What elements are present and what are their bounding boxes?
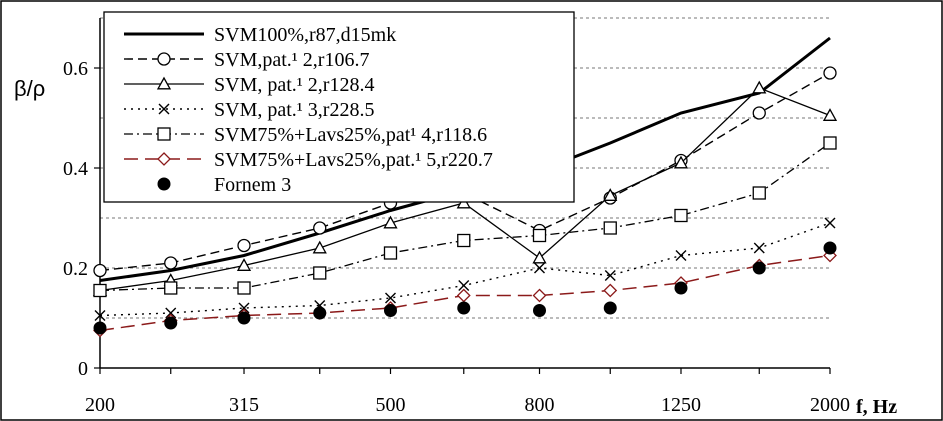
data-point: [165, 307, 177, 319]
x-tick-label: 2000: [810, 394, 850, 416]
data-point: [237, 281, 251, 295]
data-point: [603, 283, 618, 298]
data-point: [675, 250, 687, 261]
data-point: [822, 108, 838, 121]
data-point: [532, 288, 547, 303]
y-tick-label: 0: [78, 358, 88, 380]
x-tick-label: 500: [375, 394, 405, 416]
data-point: [534, 262, 545, 274]
series-7: [93, 241, 837, 335]
x-tick-label: 800: [525, 394, 555, 416]
data-point: [312, 240, 327, 254]
data-point: [157, 177, 171, 191]
legend-label: SVM100%,r87,d15mk: [214, 24, 396, 46]
data-point: [674, 208, 688, 223]
data-point: [157, 152, 171, 166]
legend-item: SVM100%,r87,d15mk: [124, 24, 396, 46]
legend-label: SVM75%+Lavs25%,pat.¹ 5,r220.7: [214, 149, 493, 171]
data-point: [457, 301, 471, 315]
data-point: [313, 306, 327, 320]
series-5: [93, 136, 837, 298]
data-point: [238, 302, 250, 314]
x-tick-label: 200: [85, 394, 115, 416]
data-point: [532, 250, 547, 264]
data-point: [164, 316, 178, 330]
data-point: [823, 136, 837, 150]
series-line: [99, 72, 831, 272]
data-point: [823, 241, 837, 255]
data-point: [458, 280, 470, 291]
series-group: [92, 36, 838, 338]
legend-label: SVM75%+Lavs25%,pat¹ 4,r118.6: [214, 124, 487, 146]
data-point: [674, 281, 688, 295]
legend-item: Fornem 3: [157, 174, 291, 196]
y-tick-label: 0.2: [63, 258, 88, 280]
y-tick-label: 0.6: [63, 58, 88, 80]
legend-box: [103, 11, 575, 203]
data-point: [158, 103, 170, 115]
data-point: [673, 155, 689, 169]
axes: 0 0.2 0.4 0.6 200 315 500 800 1250 2000: [63, 18, 850, 416]
data-point: [823, 66, 837, 80]
data-point: [603, 301, 617, 315]
data-point: [236, 258, 252, 271]
data-point: [752, 80, 767, 94]
data-point: [93, 283, 107, 298]
data-point: [752, 106, 766, 120]
x-axis-label: f, Hz: [856, 396, 897, 418]
legend-item: SVM, pat.¹ 2,r128.4: [124, 74, 374, 96]
data-point: [313, 266, 327, 280]
x-tick-label: 1250: [661, 394, 701, 416]
legend-item: SVM75%+Lavs25%,pat.¹ 5,r220.7: [124, 149, 493, 171]
data-point: [383, 215, 398, 229]
data-point: [94, 310, 106, 321]
data-point: [752, 261, 766, 275]
data-point: [93, 321, 107, 335]
legend: SVM100%,r87,d15mk SVM,pat.¹ 2,r106.7 SVM, …: [103, 11, 575, 203]
legend-item: SVM, pat.¹ 3,r228.5: [124, 99, 374, 121]
data-point: [164, 256, 178, 270]
data-point: [164, 281, 178, 295]
data-point: [533, 304, 547, 317]
data-point: [753, 242, 765, 254]
y-axis-label: β/ρ: [14, 76, 45, 101]
data-point: [237, 238, 251, 253]
data-point: [383, 246, 398, 260]
legend-item: SVM75%+Lavs25%,pat¹ 4,r118.6: [124, 124, 487, 146]
data-point: [603, 188, 618, 201]
series-4: [94, 217, 836, 321]
data-point: [532, 228, 547, 243]
data-point: [157, 52, 171, 66]
data-point: [457, 233, 471, 248]
data-point: [752, 186, 766, 200]
data-point: [604, 270, 616, 281]
data-point: [385, 292, 396, 304]
legend-label: SVM, pat.¹ 3,r228.5: [214, 99, 374, 121]
x-tick-label: 315: [229, 394, 259, 416]
legend-item: SVM,pat.¹ 2,r106.7: [124, 49, 369, 71]
data-point: [603, 221, 617, 235]
y-tick-label: 0.4: [63, 158, 88, 180]
legend-label: Fornem 3: [214, 174, 291, 196]
data-point: [237, 311, 251, 325]
legend-label: SVM, pat.¹ 2,r128.4: [214, 74, 374, 96]
data-point: [157, 127, 171, 141]
data-point: [93, 263, 107, 278]
data-point: [313, 221, 327, 235]
data-point: [156, 76, 172, 90]
data-point: [383, 304, 397, 317]
legend-label: SVM,pat.¹ 2,r106.7: [214, 49, 369, 71]
data-point: [824, 217, 836, 229]
